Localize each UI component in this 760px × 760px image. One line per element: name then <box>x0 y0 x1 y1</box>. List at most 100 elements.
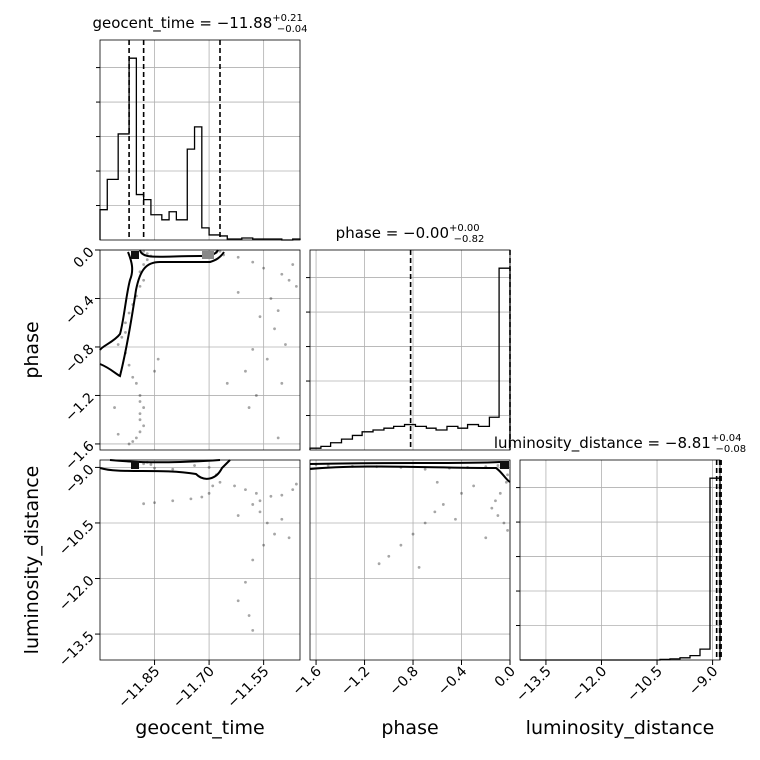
x-axis-label-phase: phase <box>381 717 438 739</box>
x-tick-label: −11.55 <box>225 664 273 712</box>
panel-frame <box>309 459 511 661</box>
sample-point <box>127 311 131 315</box>
sample-point <box>326 464 330 467</box>
sample-point <box>377 562 381 566</box>
sample-point <box>276 309 280 313</box>
sample-point <box>138 430 142 434</box>
sample-point <box>251 558 255 562</box>
y-axis-label-phase: phase <box>21 321 43 378</box>
sample-point <box>244 369 247 373</box>
panel-background <box>520 460 720 660</box>
y-tick-label: −13.5 <box>56 628 98 670</box>
sample-point <box>251 347 255 351</box>
sample-point <box>294 482 298 486</box>
sample-point <box>254 394 258 397</box>
sample-point <box>153 369 156 373</box>
sample-point <box>142 278 146 282</box>
title-lower-error: −0.04 <box>277 24 308 35</box>
x-tick-label: 0.0 <box>492 664 519 691</box>
panel-frame <box>99 39 301 241</box>
sample-point <box>131 375 135 379</box>
sample-point <box>138 412 142 416</box>
x-axis-label-luminosity_distance: luminosity_distance <box>526 717 715 739</box>
sample-point <box>200 495 204 499</box>
sample-point <box>276 436 280 440</box>
sample-point <box>127 363 131 367</box>
sample-point <box>233 484 236 488</box>
panel-frame <box>519 459 721 661</box>
sample-point <box>258 315 262 319</box>
x-axis-label-geocent_time: geocent_time <box>135 717 264 739</box>
sample-point <box>145 258 149 262</box>
y-tick-label: −10.5 <box>56 517 98 559</box>
sample-point <box>258 510 262 514</box>
y-tick-label: −0.8 <box>62 341 97 376</box>
sample-point <box>244 580 247 584</box>
sample-point <box>171 467 175 471</box>
sample-point <box>417 566 421 569</box>
title-geocent_time: geocent_time = −11.88+0.21 −0.04 <box>92 13 307 35</box>
sample-point <box>207 491 211 495</box>
y-tick-label: −0.4 <box>62 293 97 328</box>
sample-point <box>116 432 120 436</box>
sample-point <box>472 484 476 488</box>
sample-point <box>251 260 255 264</box>
histogram-phase <box>309 267 511 450</box>
sample-point <box>120 335 124 339</box>
sample-point <box>193 464 196 467</box>
sample-point <box>134 436 138 440</box>
sample-point <box>244 488 247 492</box>
sample-point <box>142 424 146 428</box>
density-peak <box>131 251 139 259</box>
sample-point <box>142 406 146 409</box>
sample-point <box>291 488 295 492</box>
panel-frame <box>99 249 301 451</box>
sample-point <box>247 406 251 409</box>
sample-point <box>153 501 156 504</box>
sample-point <box>387 554 391 558</box>
sample-point <box>142 263 146 266</box>
sample-point <box>506 473 509 477</box>
sample-point <box>423 467 427 471</box>
sample-point <box>254 491 258 495</box>
sample-point <box>134 381 138 385</box>
sample-point <box>273 532 276 536</box>
sample-point <box>496 514 500 517</box>
sample-point <box>291 263 295 266</box>
contour-line <box>139 249 219 258</box>
x-tick-label: −12.0 <box>569 664 611 706</box>
sample-point <box>138 400 142 403</box>
sample-point <box>484 536 488 540</box>
sample-point <box>280 517 284 521</box>
sample-point <box>262 543 266 547</box>
x-tick-label: −9.0 <box>686 664 721 699</box>
sample-point <box>251 628 255 632</box>
title-value: phase = −0.00 <box>336 224 449 242</box>
sample-point <box>433 510 437 514</box>
title-value: geocent_time = −11.88 <box>92 14 272 33</box>
y-tick-label: −12.0 <box>56 573 98 615</box>
sample-point <box>423 521 427 525</box>
title-value: luminosity_distance = −8.81 <box>494 434 711 453</box>
sample-point <box>218 480 222 484</box>
sample-point <box>131 440 135 443</box>
sample-point <box>435 480 439 484</box>
density-peak <box>131 461 139 469</box>
sample-point <box>124 321 127 325</box>
contour-line <box>309 461 501 465</box>
sample-point <box>211 484 215 488</box>
title-lower-error: −0.82 <box>454 234 485 245</box>
title-upper-error: +0.21 <box>272 13 303 24</box>
sample-point <box>156 357 160 361</box>
sample-point <box>138 394 142 397</box>
sample-point <box>124 331 127 334</box>
sample-point <box>127 442 131 446</box>
x-tick-label: −11.85 <box>115 664 163 712</box>
sample-point <box>218 249 222 253</box>
sample-point <box>258 499 262 503</box>
x-tick-label: −1.6 <box>290 663 325 698</box>
contour-line <box>99 251 225 378</box>
sample-point <box>138 284 142 288</box>
sample-point <box>454 517 457 521</box>
